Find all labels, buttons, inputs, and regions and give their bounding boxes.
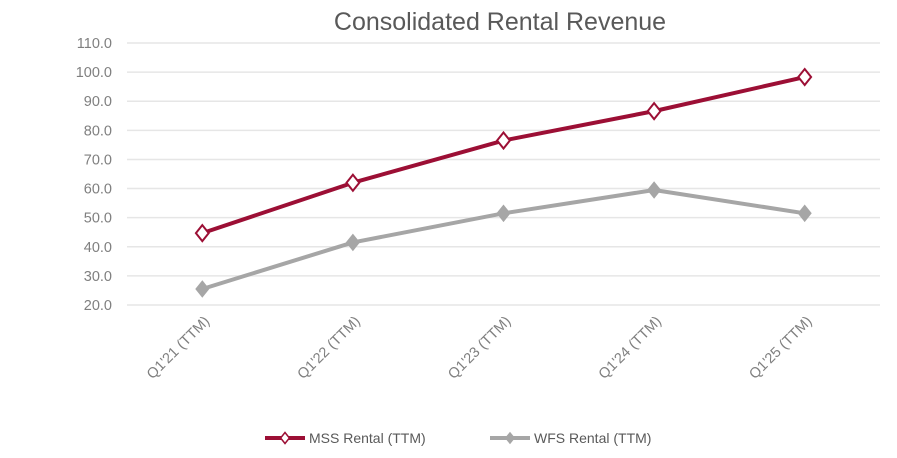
y-tick-label: 100.0 [76, 65, 112, 81]
x-tick-label: Q1'22 (TTM) [295, 314, 364, 383]
y-tick-label: 110.0 [77, 36, 112, 52]
legend-marker [504, 431, 516, 445]
legend-label: WFS Rental (TTM) [534, 430, 651, 446]
data-point-mss [797, 67, 813, 87]
y-tick-label: 50.0 [84, 211, 112, 227]
x-tick-label: Q1'21 (TTM) [144, 314, 213, 383]
y-tick-label: 30.0 [84, 269, 112, 285]
y-tick-label: 60.0 [84, 182, 112, 198]
data-point-wfs [195, 280, 210, 298]
data-point-wfs [496, 204, 511, 223]
data-point-mss [495, 130, 512, 151]
legend-item: WFS Rental (TTM) [490, 430, 651, 446]
data-point-mss [345, 173, 361, 193]
legend-item: MSS Rental (TTM) [265, 430, 426, 446]
chart-title: Consolidated Rental Revenue [334, 8, 666, 36]
data-point-mss [646, 101, 662, 121]
x-tick-label: Q1'24 (TTM) [596, 314, 665, 383]
y-tick-label: 90.0 [84, 94, 112, 110]
y-tick-label: 20.0 [84, 298, 112, 314]
data-point-wfs [797, 204, 812, 223]
legend-label: MSS Rental (TTM) [309, 430, 426, 446]
y-tick-label: 40.0 [84, 240, 112, 256]
y-tick-label: 80.0 [84, 123, 112, 139]
legend-marker [279, 431, 291, 445]
data-point-mss [194, 223, 210, 243]
x-tick-label: Q1'25 (TTM) [746, 314, 815, 383]
data-point-wfs [345, 233, 360, 252]
data-point-wfs [647, 181, 662, 199]
y-tick-label: 70.0 [84, 152, 112, 168]
x-tick-label: Q1'23 (TTM) [445, 314, 514, 383]
